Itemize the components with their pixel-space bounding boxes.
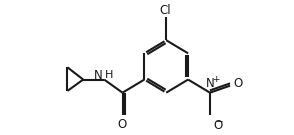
Text: Cl: Cl <box>160 4 171 17</box>
Text: −: − <box>215 117 224 127</box>
Text: +: + <box>212 75 220 84</box>
Text: O: O <box>233 77 243 90</box>
Text: N: N <box>206 77 214 90</box>
Text: H: H <box>105 70 113 80</box>
Text: O: O <box>117 118 126 131</box>
Text: O: O <box>213 119 223 132</box>
Text: N: N <box>94 69 102 82</box>
